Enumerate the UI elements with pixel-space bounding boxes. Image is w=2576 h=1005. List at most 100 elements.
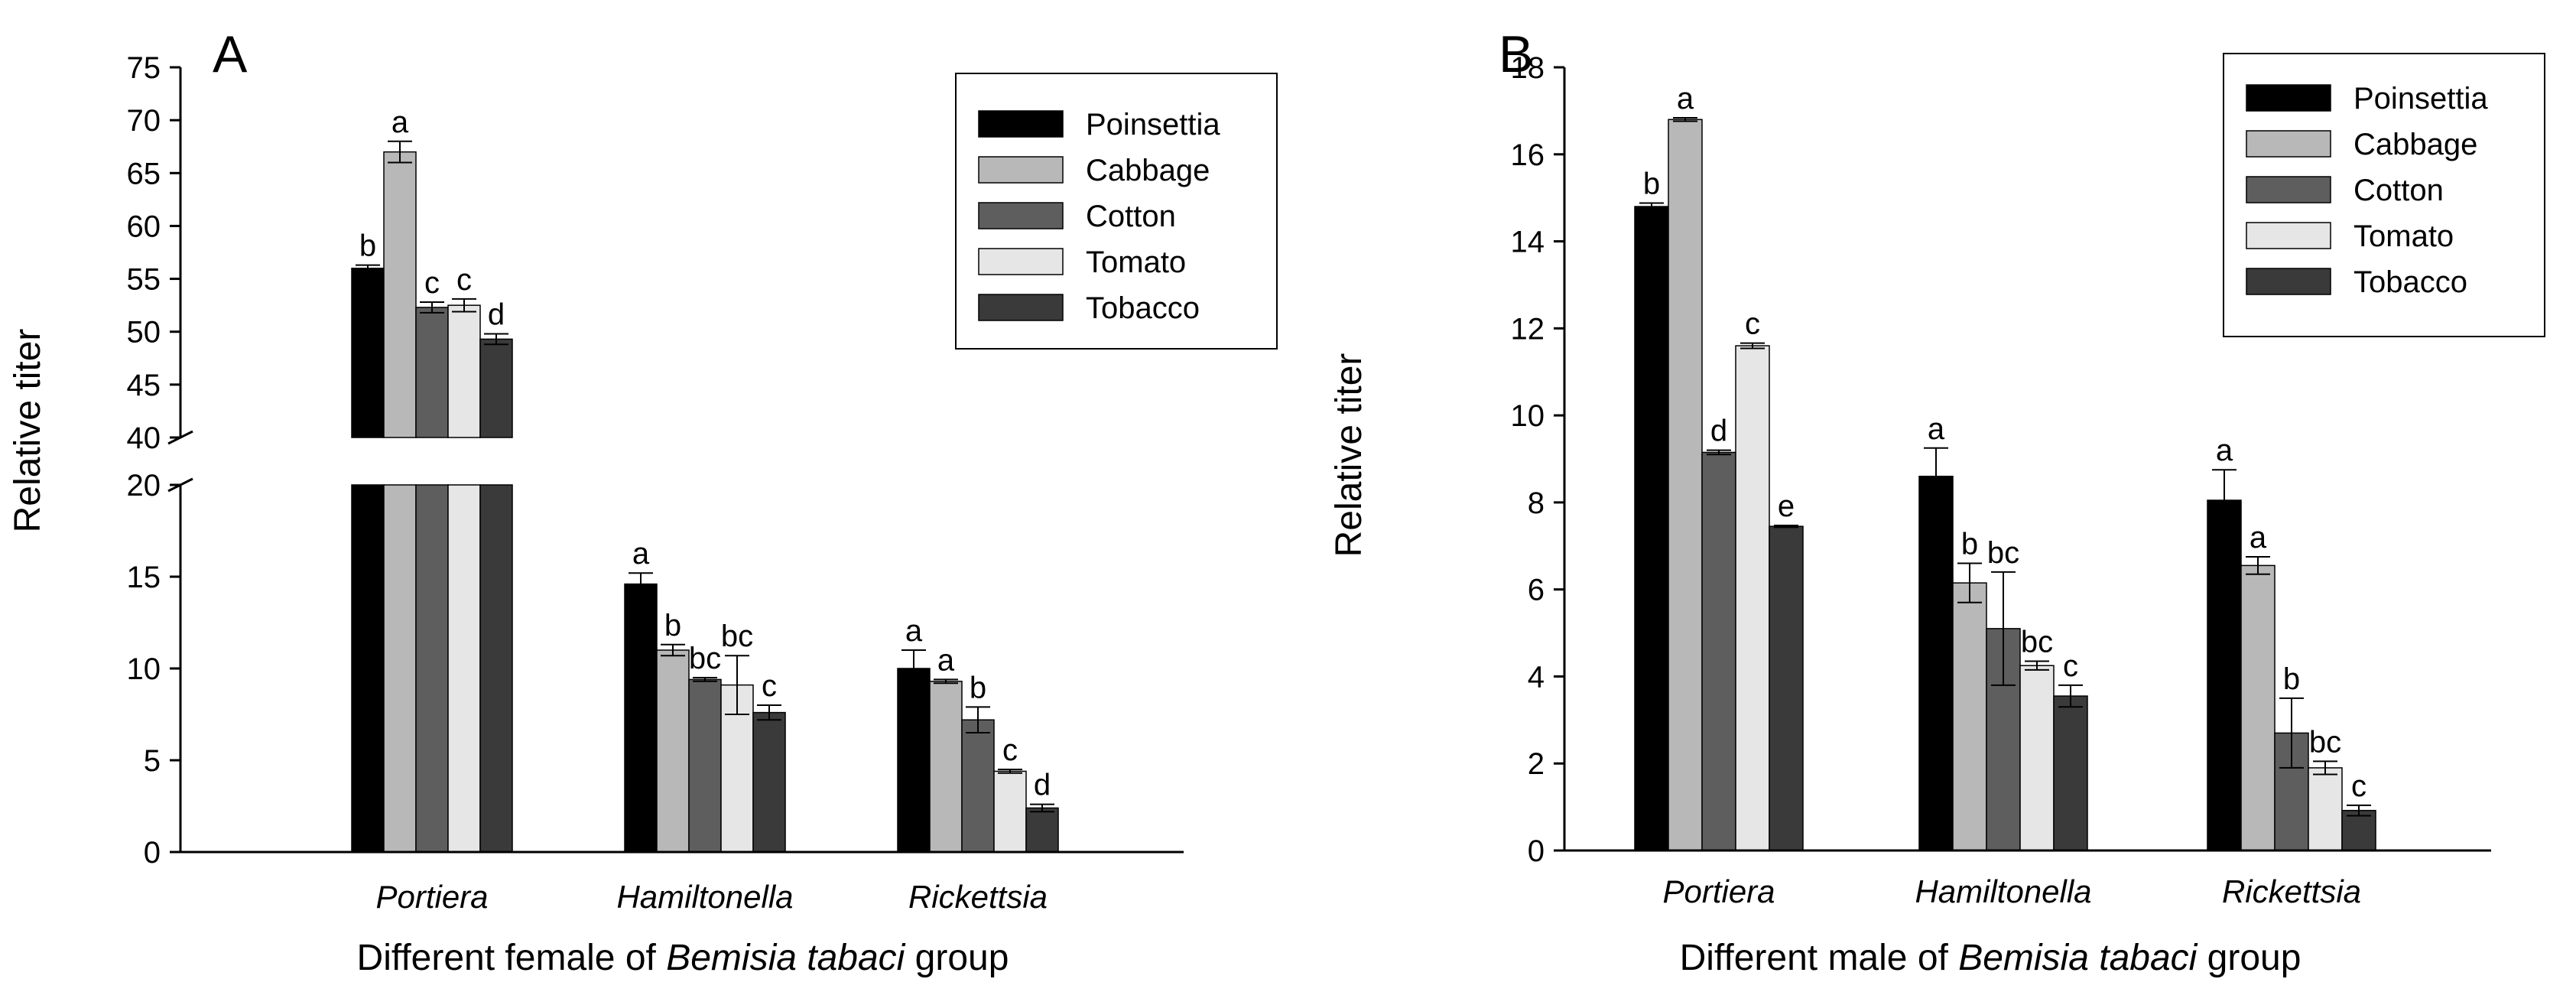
panel-a-bar-hamiltonella-poinsettia-significance-letter: a: [632, 537, 650, 571]
panel-b-bar-hamiltonella-poinsettia-significance-letter: a: [1928, 412, 1945, 446]
panel-a-legend-label-poinsettia: Poinsettia: [1086, 108, 1220, 141]
panel-a-bar-rickettsia-tomato-significance-letter: c: [1002, 733, 1018, 767]
panel-a-bar-portiera-cotton: [415, 307, 449, 438]
panel-a-bar-hamiltonella-cabbage-significance-letter: b: [664, 609, 681, 642]
panel-b-bar-hamiltonella-tomato-significance-letter: bc: [2021, 626, 2053, 659]
panel-b-category-label-rickettsia: Rickettsia: [2222, 873, 2361, 909]
panel-a-legend-swatch-tomato: [978, 248, 1064, 275]
panel-b-legend-label-tobacco: Tobacco: [2353, 265, 2467, 299]
panel-a-legend-label-tobacco: Tobacco: [1086, 291, 1200, 325]
panel-b-bar-rickettsia-poinsettia-error-bar: [2212, 469, 2237, 532]
panel-a-legend-label-cabbage: Cabbage: [1086, 154, 1210, 187]
panel-b-legend-label-tomato: Tomato: [2353, 220, 2454, 253]
panel-a-bar-portiera-tomato-error-bar: [452, 298, 476, 313]
panel-a-bar-hamiltonella-cotton-error-bar: [693, 677, 717, 682]
panel-a-x-axis-title: Different female of Bemisia tabaci group: [357, 938, 1009, 978]
panel-a-bar-hamiltonella-cotton-significance-letter: bc: [689, 642, 721, 675]
panel-a-legend-swatch-cotton: [978, 202, 1064, 229]
panel-a-bar-portiera-cabbage-error-bar: [388, 140, 412, 164]
panel-a-bar-rickettsia-tomato-error-bar: [998, 769, 1022, 774]
panel-b-legend-swatch-tobacco: [2246, 268, 2331, 295]
panel-b-bar-hamiltonella-tobacco-significance-letter: c: [2063, 649, 2078, 683]
panel-b-bar-portiera-cotton: [1701, 451, 1736, 851]
panel-b-bar-portiera-cotton-significance-letter: d: [1710, 415, 1727, 448]
panel-a-bar-hamiltonella-tomato-significance-letter: bc: [721, 620, 753, 653]
panel-a-category-label-rickettsia: Rickettsia: [908, 879, 1048, 915]
panel-a-bar-hamiltonella-poinsettia: [624, 583, 658, 853]
panel-b-y-tick-label: 8: [1528, 486, 1545, 520]
panel-a-legend-swatch-cabbage: [978, 156, 1064, 184]
panel-b-category-label-portiera: Portiera: [1662, 873, 1775, 909]
panel-b-legend-swatch-tomato: [2246, 222, 2331, 249]
panel-b-legend: Poinsettia Cabbage Cotton Tomato Tobacco: [2223, 53, 2545, 337]
panel-b-bar-rickettsia-cabbage-error-bar: [2246, 556, 2270, 575]
panel-a-bar-hamiltonella-tomato-error-bar: [725, 655, 749, 715]
panel-b-x-title-species: Bemisia tabaci: [1958, 938, 2198, 978]
panel-a-bar-rickettsia-cabbage: [929, 681, 963, 853]
panel-a-bar-portiera-cabbage: [383, 151, 417, 438]
panel-b-letter: B: [1499, 25, 1533, 83]
panel-b-bar-hamiltonella-tobacco-error-bar: [2058, 684, 2083, 708]
panel-a-legend-swatch-poinsettia: [978, 110, 1064, 138]
panel-a-group-labels: Portiera Hamiltonella Rickettsia: [375, 879, 1048, 915]
panel-a-bar-portiera-poinsettia-lower: [351, 484, 385, 853]
panel-b-y-tick-label: 14: [1511, 226, 1545, 259]
panel-a-bar-portiera-cotton-lower: [415, 484, 449, 853]
panel-b-bar-hamiltonella-poinsettia: [1918, 476, 1954, 851]
panel-b-bar-hamiltonella-cabbage-error-bar: [1957, 562, 1982, 603]
panel-a-y-tick-label: 15: [127, 561, 161, 594]
panel-a-bar-rickettsia-tomato: [993, 770, 1027, 853]
panel-b-bar-hamiltonella-tomato-error-bar: [2025, 660, 2049, 671]
panel-a-bar-portiera-poinsettia-significance-letter: b: [359, 229, 376, 263]
panel-a-x-title-part-3: group: [905, 938, 1009, 978]
panel-b-y-tick-label: 12: [1511, 312, 1545, 346]
panel-b-bar-rickettsia-cotton-significance-letter: b: [2283, 662, 2300, 696]
panel-a-bar-portiera-tobacco-error-bar: [484, 333, 508, 346]
panel-b-y-axis-title: Relative titer: [1329, 353, 1369, 558]
panel-a-category-label-portiera: Portiera: [375, 879, 488, 915]
panel-a-axes: [167, 67, 1184, 854]
panel-a-bar-portiera-cabbage-significance-letter: a: [391, 106, 409, 139]
panel-b-bar-hamiltonella-cabbage-significance-letter: b: [1961, 528, 1978, 561]
panel-b-x-title-part-3: group: [2197, 938, 2301, 978]
panel-b-legend-label-cabbage: Cabbage: [2353, 128, 2477, 161]
panel-b-axes: [1563, 67, 2491, 852]
panel-a-y-axis: 0 5 10 15 20 40 45 50 55 60 65 70 75: [127, 51, 180, 870]
panel-b-y-tick-label: 2: [1528, 747, 1545, 781]
panel-a-bar-portiera-tobacco-significance-letter: d: [488, 298, 505, 331]
panel-b-bar-hamiltonella-poinsettia-error-bar: [1924, 447, 1948, 506]
panel-a-bar-rickettsia-cotton-error-bar: [966, 706, 990, 733]
panel-b-bar-portiera-tomato: [1735, 345, 1770, 851]
panel-a-y-tick-label: 75: [127, 51, 161, 85]
panel-a-category-label-hamiltonella: Hamiltonella: [616, 879, 793, 915]
panel-a-axis-break-mark: [167, 430, 193, 445]
panel-a-bar-rickettsia-cotton-significance-letter: b: [970, 671, 986, 704]
panel-b-bar-portiera-poinsettia-significance-letter: b: [1643, 167, 1660, 200]
panel-a-bar-hamiltonella-tobacco: [752, 711, 786, 853]
panel-a-bar-portiera-tobacco-lower: [479, 484, 513, 853]
panel-a-y-tick-label: 50: [127, 316, 161, 350]
panel-b-bar-hamiltonella-cotton-error-bar: [1991, 571, 2016, 686]
panel-a-bar-hamiltonella-cabbage: [656, 649, 690, 853]
panel-b-legend-swatch-cotton: [2246, 176, 2331, 203]
panel-a-y-tick-label: 0: [144, 836, 161, 870]
panel-a-bar-rickettsia-tobacco-significance-letter: d: [1034, 769, 1051, 802]
panel-a-bar-hamiltonella-tobacco-error-bar: [757, 704, 781, 721]
panel-a-bar-portiera-poinsettia-error-bar: [356, 264, 380, 272]
panel-a-x-title-part-1: Different female of: [357, 938, 667, 978]
panel-b-bar-rickettsia-tomato-significance-letter: bc: [2309, 725, 2341, 759]
panel-b-bar-rickettsia-poinsettia-significance-letter: a: [2216, 434, 2233, 467]
panel-a-bar-rickettsia-cabbage-significance-letter: a: [937, 643, 955, 677]
panel-b-category-label-hamiltonella: Hamiltonella: [1915, 873, 2091, 909]
panel-b-y-tick-label: 0: [1528, 834, 1545, 868]
panel-a-bar-rickettsia-poinsettia: [897, 668, 931, 853]
panel-b-bar-rickettsia-tomato-error-bar: [2313, 760, 2337, 776]
panel-b-bar-hamiltonella-tomato: [2019, 665, 2055, 851]
panel-b-y-tick-label: 4: [1528, 660, 1545, 694]
panel-a-legend: Poinsettia Cabbage Cotton Tomato Tobacco: [955, 73, 1278, 350]
panel-a-bar-portiera-tobacco: [479, 338, 513, 438]
panel-b-bar-rickettsia-tobacco: [2341, 809, 2376, 851]
